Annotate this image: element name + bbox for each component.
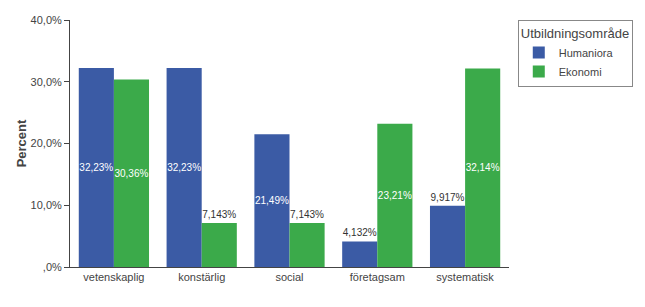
svg-text:Humaniora: Humaniora: [559, 47, 614, 59]
svg-text:7,143%: 7,143%: [202, 209, 236, 220]
svg-text:7,143%: 7,143%: [290, 209, 324, 220]
svg-text:systematisk: systematisk: [436, 271, 494, 283]
svg-text:,0%: ,0%: [43, 261, 62, 273]
svg-text:32,23%: 32,23%: [167, 162, 201, 173]
svg-text:30,0%: 30,0%: [31, 76, 62, 88]
svg-text:32,23%: 32,23%: [79, 162, 113, 173]
svg-text:vetenskaplig: vetenskaplig: [83, 271, 144, 283]
svg-text:social: social: [275, 271, 303, 283]
svg-text:Ekonomi: Ekonomi: [559, 66, 602, 78]
svg-text:konstärlig: konstärlig: [178, 271, 225, 283]
svg-text:4,132%: 4,132%: [343, 227, 377, 238]
svg-text:23,21%: 23,21%: [378, 190, 412, 201]
svg-text:30,36%: 30,36%: [114, 168, 148, 179]
svg-text:21,49%: 21,49%: [255, 195, 289, 206]
svg-text:40,0%: 40,0%: [31, 14, 62, 26]
svg-text:10,0%: 10,0%: [31, 199, 62, 211]
svg-text:Percent: Percent: [14, 119, 29, 167]
svg-text:företagsam: företagsam: [350, 271, 405, 283]
svg-text:20,0%: 20,0%: [31, 137, 62, 149]
svg-text:9,917%: 9,917%: [431, 192, 465, 203]
svg-text:32,14%: 32,14%: [466, 162, 500, 173]
svg-text:Utbildningsområde: Utbildningsområde: [521, 26, 629, 41]
